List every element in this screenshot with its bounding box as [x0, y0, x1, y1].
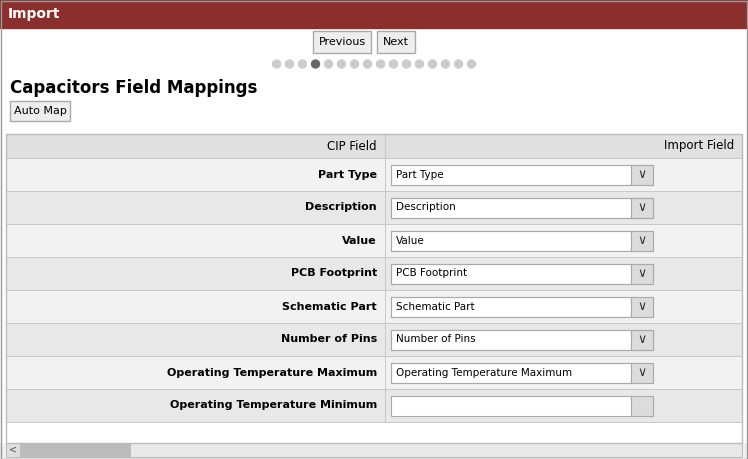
Circle shape	[286, 60, 293, 68]
Circle shape	[337, 60, 346, 68]
Bar	[0, 0, 748, 28]
Bar	[0, 443, 748, 459]
Bar	[10, 101, 70, 121]
Text: PCB Footprint: PCB Footprint	[291, 269, 377, 279]
Text: ∨: ∨	[637, 300, 646, 313]
Bar	[631, 363, 653, 382]
Text: Import: Import	[8, 7, 61, 21]
Circle shape	[468, 60, 476, 68]
Bar	[391, 164, 653, 185]
Circle shape	[364, 60, 372, 68]
Bar	[391, 230, 631, 251]
Bar	[391, 297, 653, 317]
Bar	[391, 396, 631, 415]
Circle shape	[402, 60, 411, 68]
Text: ∨: ∨	[637, 267, 646, 280]
Text: CIP Field: CIP Field	[328, 140, 377, 152]
Circle shape	[455, 60, 462, 68]
Text: Operating Temperature Maximum: Operating Temperature Maximum	[396, 368, 572, 377]
Text: Next: Next	[383, 37, 409, 47]
Text: Auto Map: Auto Map	[13, 106, 67, 116]
Text: ∨: ∨	[637, 366, 646, 379]
Bar	[6, 290, 742, 323]
Circle shape	[441, 60, 450, 68]
Text: Previous: Previous	[319, 37, 366, 47]
Bar	[391, 230, 653, 251]
Bar	[6, 443, 742, 457]
Bar	[391, 330, 631, 349]
Bar	[391, 363, 631, 382]
Circle shape	[325, 60, 333, 68]
Circle shape	[311, 60, 319, 68]
Bar	[391, 197, 631, 218]
Text: Value: Value	[343, 235, 377, 246]
Bar	[6, 323, 742, 356]
Text: Description: Description	[305, 202, 377, 213]
Bar	[6, 443, 20, 457]
Bar	[391, 164, 631, 185]
Text: Operating Temperature Maximum: Operating Temperature Maximum	[167, 368, 377, 377]
Circle shape	[429, 60, 437, 68]
Text: Import Field: Import Field	[663, 140, 734, 152]
Text: <: <	[9, 445, 17, 455]
Text: Description: Description	[396, 202, 456, 213]
Text: Part Type: Part Type	[396, 169, 444, 179]
Bar	[391, 297, 631, 317]
Bar	[631, 330, 653, 349]
Text: ∨: ∨	[637, 168, 646, 181]
Circle shape	[351, 60, 358, 68]
Circle shape	[298, 60, 307, 68]
Bar	[631, 197, 653, 218]
Circle shape	[415, 60, 423, 68]
Bar	[6, 134, 742, 443]
Bar	[391, 263, 653, 284]
Bar	[377, 31, 415, 53]
Text: ∨: ∨	[637, 201, 646, 214]
Circle shape	[272, 60, 280, 68]
Bar	[631, 263, 653, 284]
Bar	[6, 158, 742, 191]
Bar	[631, 164, 653, 185]
Text: Number of Pins: Number of Pins	[280, 335, 377, 345]
Text: PCB Footprint: PCB Footprint	[396, 269, 467, 279]
Text: Operating Temperature Minimum: Operating Temperature Minimum	[170, 401, 377, 410]
Text: ∨: ∨	[637, 333, 646, 346]
Bar	[391, 330, 653, 349]
Bar	[391, 197, 653, 218]
Bar	[313, 31, 371, 53]
Bar	[6, 134, 742, 158]
Bar	[6, 257, 742, 290]
Bar	[391, 263, 631, 284]
Text: Number of Pins: Number of Pins	[396, 335, 476, 345]
Bar	[6, 191, 742, 224]
Bar	[631, 230, 653, 251]
Bar	[631, 297, 653, 317]
Bar	[6, 389, 742, 422]
Text: Value: Value	[396, 235, 425, 246]
Circle shape	[390, 60, 397, 68]
Text: Schematic Part: Schematic Part	[283, 302, 377, 312]
Circle shape	[376, 60, 384, 68]
Text: Schematic Part: Schematic Part	[396, 302, 475, 312]
Bar	[6, 224, 742, 257]
Text: ∨: ∨	[637, 234, 646, 247]
Bar	[20, 443, 130, 457]
Text: Part Type: Part Type	[318, 169, 377, 179]
Bar	[391, 363, 653, 382]
Bar	[631, 396, 653, 415]
Bar	[6, 356, 742, 389]
Text: Capacitors Field Mappings: Capacitors Field Mappings	[10, 79, 257, 97]
